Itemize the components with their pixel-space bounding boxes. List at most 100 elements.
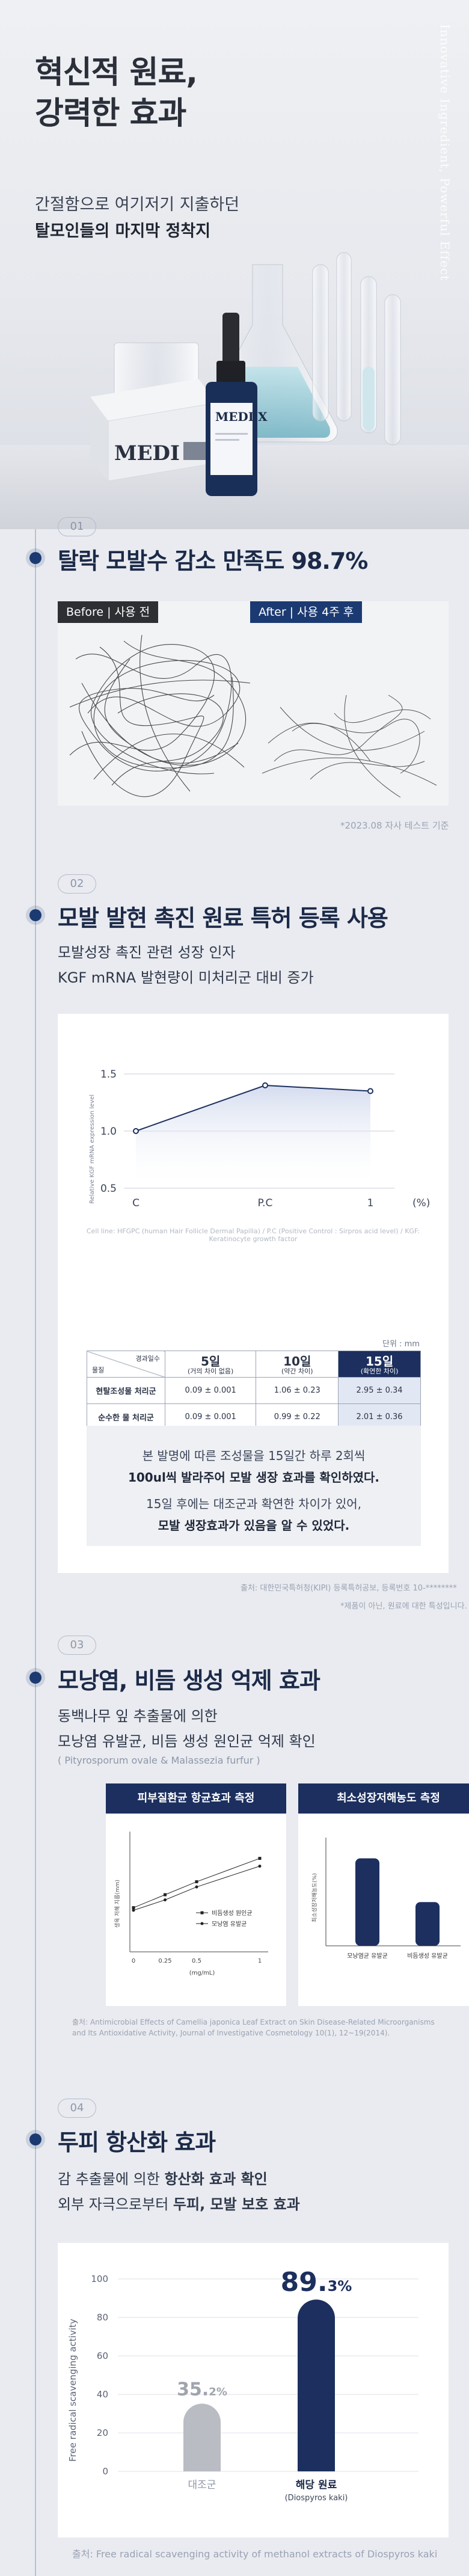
ao-y-tick: 0 (102, 2466, 108, 2477)
ab-x-ticks: 0 0.25 0.5 1 (132, 1958, 262, 1964)
ab-point (164, 1893, 167, 1897)
kgf-line-chart: Relative KGF mRNA expression level 0.5 1.… (89, 1069, 430, 1209)
mic-x-label: 모낭염균 유발균 (347, 1952, 388, 1960)
kgf-y-tick: 1.0 (100, 1126, 117, 1138)
hero-banner: 혁신적 원료, 강력한 효과 간절함으로 여기저기 지출하던 탈모인들의 마지막… (0, 0, 469, 529)
hero-title-line1: 혁신적 원료, (35, 55, 198, 91)
ao-y-tick: 20 (97, 2427, 108, 2438)
table-col-day5-sub: (거의 차이 없음) (188, 1367, 234, 1376)
table-col-day10-sub: (약간 차이) (281, 1367, 313, 1376)
section2-number: 02 (58, 874, 96, 894)
section3-number: 03 (58, 1636, 96, 1655)
section1-dot (29, 552, 41, 564)
table-col-day5-label: 5일 (200, 1354, 221, 1369)
antibacterial-panels: 피부질환균 항균효과 측정 생육 저해 지름(mm) 0 0.25 0.5 1 (mg… (58, 1783, 469, 2006)
kgf-x-tick: C (132, 1197, 139, 1209)
hero-subtitle-2: 탈모인들의 마지막 정착지 (35, 222, 211, 241)
test-tubes (312, 252, 401, 446)
kgf-point (133, 1128, 139, 1134)
ab-point (258, 1857, 262, 1860)
section4-line2-bold: 두피, 모발 보호 효과 (173, 2196, 300, 2213)
note-line: 모발 생장효과가 있음을 알 수 있었다. (158, 1518, 350, 1533)
panel2-title: 최소성장저해농도 측정 (298, 1783, 469, 1814)
ao-x-label: 대조군 (188, 2479, 216, 2491)
kgf-point (367, 1088, 373, 1094)
section4-line1-pre: 감 추출물에 의한 (58, 2171, 165, 2188)
product-box: MEDI X (90, 379, 217, 482)
note-line: 100ul씩 발라주어 모발 생장 효과를 확인하였다. (127, 1470, 380, 1485)
ab-point (195, 1885, 198, 1889)
before-label: Before | 사용 전 (58, 601, 159, 623)
table-cell: 2.95 ± 0.34 (338, 1377, 421, 1404)
before-photo: Before | 사용 전 (58, 601, 256, 806)
kgf-points (133, 1082, 373, 1134)
antioxidant-card: Free radical scavenging activity 0 20 40 60… (58, 2243, 449, 2538)
kgf-x-tick: 1 (367, 1197, 374, 1209)
section3-dot (29, 1672, 41, 1684)
section4-source: 출처: Free radical scavenging activity of … (72, 2548, 438, 2560)
ao-value-label: 89.3% (281, 2267, 352, 2298)
hero-title-line2: 강력한 효과 (35, 95, 186, 132)
ao-gridlines: 0 20 40 60 80 100 (91, 2274, 418, 2477)
table-row: 현탈조성물 처리군 0.09 ± 0.001 1.06 ± 0.23 2.95 … (87, 1377, 421, 1404)
table-corner: 경과일수 물질 (87, 1351, 165, 1378)
table-col-day10-label: 10일 (283, 1354, 311, 1369)
dropper-bottle: MEDI X (206, 313, 268, 496)
kgf-x-ticks: C P.C 1 (132, 1197, 373, 1209)
table-col-day5: 5일 (거의 차이 없음) (164, 1351, 257, 1378)
table-row-label: 현탈조성물 처리군 (87, 1377, 165, 1404)
antioxidant-bar-chart: Free radical scavenging activity 0 20 40 60… (67, 2267, 418, 2503)
note-line: 15일 후에는 대조군과 확연한 차이가 있어, (146, 1497, 361, 1511)
ab-point (258, 1865, 262, 1868)
section3-source: 출처: Antimicrobial Effects of Camellia ja… (72, 2018, 435, 2037)
ao-bar-base (298, 2452, 335, 2471)
section1-footnote: *2023.08 자사 테스트 기준 (340, 820, 449, 831)
table-col-day15-label: 15일 (365, 1354, 394, 1369)
section4-line2-pre: 외부 자극으로부터 (58, 2196, 173, 2213)
ab-x-tick: 0.5 (192, 1958, 201, 1964)
section2-dot (29, 909, 41, 921)
kgf-x-unit: (%) (412, 1197, 430, 1209)
kgf-x-tick: P.C (258, 1197, 273, 1209)
section2-title: 모발 발현 촉진 원료 특허 등록 사용 (58, 905, 388, 931)
section1-title: 탈락 모발수 감소 만족도 98.7% (58, 548, 368, 574)
kgf-y-ticks: 0.5 1.0 1.5 (100, 1069, 117, 1195)
ab-series (132, 1857, 262, 1912)
section2-line1: 모발성장 촉진 관련 성장 인자 (58, 944, 236, 961)
table-col-day10: 10일 (약간 차이) (256, 1351, 339, 1378)
section3-title: 모낭염, 비듬 생성 억제 효과 (58, 1667, 320, 1694)
section3-line3: ( Pityrosporum ovale & Malassezia furfur… (58, 1755, 260, 1766)
kgf-chart-note: Cell line: HFGPC (human Hair Follicle De… (86, 1227, 420, 1243)
hero-title: 혁신적 원료, 강력한 효과 (35, 53, 198, 134)
hair-clump-before (69, 634, 251, 797)
kgf-y-tick: 1.5 (100, 1069, 117, 1081)
ao-y-tick: 40 (97, 2389, 108, 2400)
ao-x-sublabel: (Diospyros kaki) (285, 2494, 348, 2503)
ab-point (132, 1906, 135, 1910)
section2-source2: *제품이 아닌, 원료에 대한 특성입니다. (340, 1602, 467, 1611)
ab-series-line (133, 1866, 260, 1911)
ao-bar (298, 2299, 335, 2471)
panel-antibacterial: 피부질환균 항균효과 측정 생육 저해 지름(mm) 0 0.25 0.5 1 (mg… (106, 1783, 286, 2006)
table-cell: 0.09 ± 0.001 (164, 1377, 257, 1404)
section2-line2: KGF mRNA 발현량이 미처리군 대비 증가 (58, 969, 314, 986)
section4-title: 두피 항산화 효과 (58, 2129, 216, 2156)
after-photo: After | 사용 4주 후 (250, 601, 449, 806)
ao-y-axis-label: Free radical scavenging activity (67, 2319, 78, 2462)
section4-line2: 외부 자극으로부터 두피, 모발 보호 효과 (58, 2192, 300, 2213)
ab-x-axis-label: (mg/mL) (189, 1970, 215, 1976)
table-corner-bottom: 물질 (92, 1366, 105, 1374)
mic-bar (415, 1902, 440, 1946)
kgf-y-tick: 0.5 (100, 1183, 117, 1195)
ao-bar-base (183, 2452, 221, 2471)
kgf-point (262, 1082, 268, 1088)
ao-bars: 35.2% 대조군 89.3% 해당 원료 (Diospyros kaki) (177, 2267, 352, 2503)
table-cell: 1.06 ± 0.23 (256, 1377, 339, 1404)
ab-legend-marker (200, 1922, 204, 1925)
ao-y-tick: 60 (97, 2351, 108, 2361)
ab-x-tick: 1 (258, 1958, 262, 1964)
hero-subtitle-1: 간절함으로 여기저기 지출하던 (35, 195, 240, 214)
kgf-area-fill (136, 1085, 370, 1188)
ab-point (132, 1909, 135, 1912)
